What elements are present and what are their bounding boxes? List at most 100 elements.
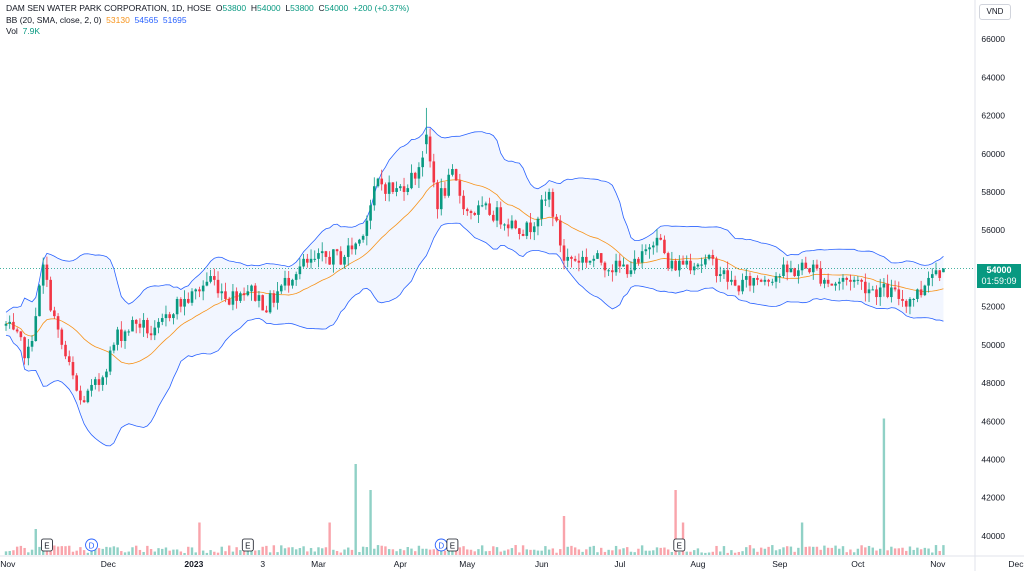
candle-body[interactable] bbox=[320, 251, 324, 254]
candle-body[interactable] bbox=[930, 274, 934, 278]
candle-body[interactable] bbox=[655, 237, 659, 246]
candle-body[interactable] bbox=[376, 178, 380, 187]
earnings-event-icon[interactable] bbox=[446, 538, 459, 552]
candle-body[interactable] bbox=[774, 276, 778, 282]
candle-body[interactable] bbox=[726, 270, 729, 282]
candle-body[interactable] bbox=[845, 277, 849, 280]
candle-body[interactable] bbox=[120, 329, 123, 341]
candle-body[interactable] bbox=[190, 291, 194, 303]
candle-body[interactable] bbox=[934, 270, 938, 275]
candle-body[interactable] bbox=[220, 291, 224, 294]
candle-body[interactable] bbox=[101, 377, 105, 385]
candle-body[interactable] bbox=[343, 256, 346, 265]
candle-body[interactable] bbox=[756, 277, 759, 280]
candle-body[interactable] bbox=[596, 253, 599, 259]
candle-body[interactable] bbox=[562, 245, 566, 261]
candle-body[interactable] bbox=[614, 260, 618, 273]
candle-body[interactable] bbox=[919, 289, 923, 296]
candle-body[interactable] bbox=[153, 327, 157, 336]
candle-body[interactable] bbox=[279, 285, 283, 292]
candle-body[interactable] bbox=[473, 212, 477, 215]
candle-body[interactable] bbox=[871, 289, 875, 291]
candle-body[interactable] bbox=[834, 283, 837, 286]
candle-body[interactable] bbox=[4, 323, 8, 326]
candle-body[interactable] bbox=[856, 279, 860, 281]
candle-body[interactable] bbox=[659, 237, 663, 240]
candle-body[interactable] bbox=[495, 207, 499, 221]
candle-body[interactable] bbox=[462, 195, 465, 210]
candle-body[interactable] bbox=[711, 255, 715, 259]
candle-body[interactable] bbox=[105, 371, 108, 378]
candle-body[interactable] bbox=[384, 184, 387, 194]
candle-body[interactable] bbox=[365, 220, 369, 236]
candle-body[interactable] bbox=[354, 243, 357, 250]
candle-body[interactable] bbox=[235, 291, 238, 301]
candle-body[interactable] bbox=[186, 298, 190, 303]
candle-body[interactable] bbox=[149, 333, 153, 336]
candle-body[interactable] bbox=[369, 205, 372, 221]
candle-body[interactable] bbox=[618, 260, 622, 267]
candle-body[interactable] bbox=[38, 285, 41, 317]
candle-body[interactable] bbox=[588, 260, 592, 263]
candle-body[interactable] bbox=[570, 256, 573, 259]
candle-body[interactable] bbox=[715, 258, 718, 277]
candle-body[interactable] bbox=[744, 276, 748, 280]
candle-body[interactable] bbox=[227, 298, 231, 305]
candle-body[interactable] bbox=[815, 264, 819, 269]
candle-body[interactable] bbox=[41, 264, 45, 286]
candle-body[interactable] bbox=[443, 188, 447, 196]
candle-body[interactable] bbox=[402, 186, 406, 192]
candle-body[interactable] bbox=[97, 379, 101, 385]
earnings-event-icon[interactable] bbox=[241, 538, 254, 552]
candle-body[interactable] bbox=[372, 186, 376, 206]
candle-body[interactable] bbox=[451, 169, 454, 175]
candle-body[interactable] bbox=[581, 256, 584, 263]
candle-body[interactable] bbox=[748, 276, 752, 286]
candle-body[interactable] bbox=[603, 262, 607, 271]
candle-body[interactable] bbox=[257, 295, 261, 301]
candle-body[interactable] bbox=[837, 281, 841, 284]
candle-body[interactable] bbox=[380, 178, 384, 185]
candle-body[interactable] bbox=[425, 134, 428, 145]
candle-body[interactable] bbox=[510, 220, 514, 229]
candle-body[interactable] bbox=[849, 279, 852, 282]
candle-body[interactable] bbox=[599, 253, 603, 263]
candle-body[interactable] bbox=[733, 279, 737, 286]
candle-body[interactable] bbox=[283, 277, 287, 286]
candle-body[interactable] bbox=[19, 331, 23, 338]
candle-body[interactable] bbox=[722, 270, 726, 275]
candle-body[interactable] bbox=[56, 316, 60, 330]
candle-body[interactable] bbox=[685, 260, 689, 265]
candle-body[interactable] bbox=[82, 400, 86, 403]
candle-body[interactable] bbox=[194, 289, 198, 292]
candle-body[interactable] bbox=[71, 362, 75, 376]
bb-upper-line[interactable] bbox=[5, 126, 944, 313]
candle-body[interactable] bbox=[536, 218, 540, 227]
candle-body[interactable] bbox=[183, 298, 186, 307]
candle-body[interactable] bbox=[421, 157, 424, 168]
candle-body[interactable] bbox=[506, 224, 510, 229]
candle-body[interactable] bbox=[313, 258, 317, 260]
candle-body[interactable] bbox=[503, 224, 506, 226]
candle-body[interactable] bbox=[893, 287, 897, 290]
candle-body[interactable] bbox=[358, 239, 361, 244]
candle-body[interactable] bbox=[164, 314, 168, 319]
candle-body[interactable] bbox=[317, 253, 320, 259]
candle-body[interactable] bbox=[741, 279, 744, 292]
candle-body[interactable] bbox=[309, 258, 313, 263]
candle-body[interactable] bbox=[306, 258, 309, 263]
candle-body[interactable] bbox=[253, 285, 257, 301]
candle-body[interactable] bbox=[670, 260, 674, 269]
candle-body[interactable] bbox=[291, 279, 294, 286]
candle-body[interactable] bbox=[797, 270, 800, 277]
candle-body[interactable] bbox=[651, 245, 655, 248]
candle-body[interactable] bbox=[585, 256, 588, 263]
candle-body[interactable] bbox=[432, 161, 436, 183]
candle-body[interactable] bbox=[558, 220, 562, 246]
legend-bb-row[interactable]: BB (20, SMA, close, 2, 0) 53130 54565 51… bbox=[6, 15, 409, 27]
candle-body[interactable] bbox=[123, 331, 127, 341]
candle-body[interactable] bbox=[157, 321, 160, 328]
candle-body[interactable] bbox=[923, 285, 927, 296]
candle-body[interactable] bbox=[789, 268, 793, 273]
candle-body[interactable] bbox=[942, 268, 945, 273]
